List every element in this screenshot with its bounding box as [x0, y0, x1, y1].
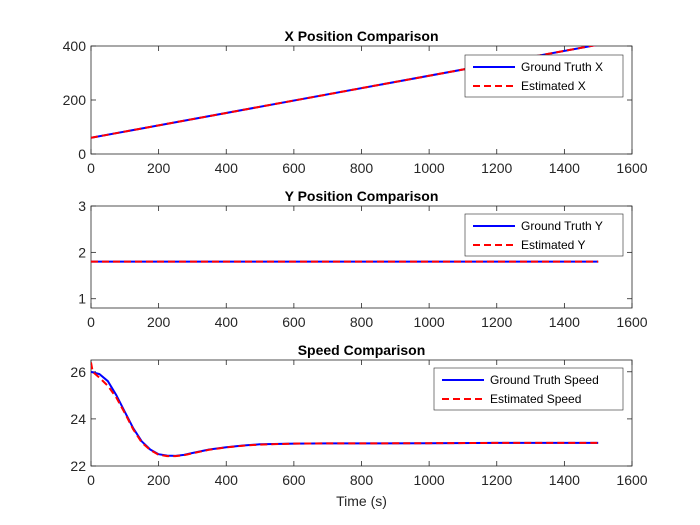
- speed-x-tick-label: 600: [282, 472, 306, 488]
- speed-y-tick-label: 24: [70, 411, 86, 427]
- x-position-plot: X Position Comparison 0 200 400 600 800 1000 12…: [63, 28, 648, 176]
- speed-x-tick-label: 1400: [549, 472, 580, 488]
- speed-x-tick-label: 1600: [616, 472, 647, 488]
- y-position-title: Y Position Comparison: [285, 188, 439, 204]
- y-position-legend-label-ground-truth: Ground Truth Y: [521, 219, 603, 233]
- y-position-x-tick-label: 600: [282, 314, 306, 330]
- speed-x-axis-label: Time (s): [336, 493, 387, 509]
- y-position-x-tick-label: 0: [87, 314, 95, 330]
- y-position-x-tick-label: 400: [215, 314, 239, 330]
- y-position-x-tick-label: 1400: [549, 314, 580, 330]
- x-position-y-tick-label: 200: [63, 92, 87, 108]
- speed-legend-label-ground-truth: Ground Truth Speed: [490, 373, 599, 387]
- speed-x-tick-label: 400: [215, 472, 239, 488]
- y-position-legend-box: [464, 213, 624, 257]
- x-position-x-tick-label: 600: [282, 160, 306, 176]
- speed-series-estimated-line: [91, 362, 599, 458]
- speed-x-tick-label: 200: [147, 472, 171, 488]
- speed-x-tick-label: 0: [87, 472, 95, 488]
- speed-title: Speed Comparison: [298, 342, 426, 358]
- y-position-x-tick-label: 1200: [481, 314, 512, 330]
- y-position-y-tick-label: 2: [78, 244, 86, 260]
- y-position-y-tick-label: 3: [78, 198, 86, 214]
- x-position-legend-box: [464, 54, 624, 98]
- y-position-x-tick-label: 800: [350, 314, 374, 330]
- speed-plot: Speed Comparison 0 200 400 600 800 1000 1200 140…: [70, 342, 647, 509]
- x-position-legend-label-estimated: Estimated X: [521, 79, 586, 93]
- x-position-x-tick-label: 1600: [616, 160, 647, 176]
- x-position-x-tick-label: 0: [87, 160, 95, 176]
- speed-legend-label-estimated: Estimated Speed: [490, 392, 581, 406]
- x-position-title: X Position Comparison: [284, 28, 438, 44]
- speed-x-tick-label: 800: [350, 472, 374, 488]
- x-position-x-tick-label: 1000: [414, 160, 445, 176]
- speed-legend-box: [433, 367, 624, 411]
- x-position-y-tick-label: 0: [78, 146, 86, 162]
- x-position-x-tick-label: 1400: [549, 160, 580, 176]
- y-position-y-tick-label: 1: [78, 291, 86, 307]
- speed-y-tick-label: 26: [70, 364, 86, 380]
- y-position-x-tick-label: 200: [147, 314, 171, 330]
- x-position-x-tick-label: 200: [147, 160, 171, 176]
- x-position-x-tick-label: 800: [350, 160, 374, 176]
- x-position-y-tick-label: 400: [63, 38, 87, 54]
- y-position-legend-label-estimated: Estimated Y: [521, 238, 585, 252]
- speed-x-tick-label: 1000: [414, 472, 445, 488]
- speed-y-tick-label: 22: [70, 458, 86, 474]
- speed-x-tick-label: 1200: [481, 472, 512, 488]
- x-position-x-tick-label: 1200: [481, 160, 512, 176]
- y-position-x-tick-label: 1000: [414, 314, 445, 330]
- y-position-x-tick-label: 1600: [616, 314, 647, 330]
- x-position-x-tick-label: 400: [215, 160, 239, 176]
- x-position-legend-label-ground-truth: Ground Truth X: [521, 60, 603, 74]
